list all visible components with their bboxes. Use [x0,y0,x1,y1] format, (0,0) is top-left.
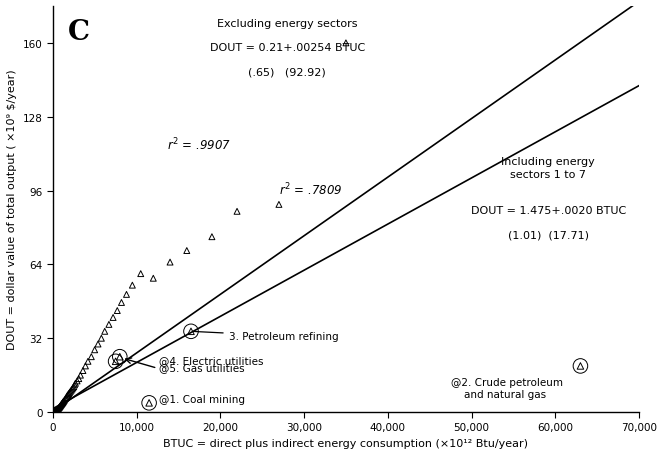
Text: $r^2$ = .9907: $r^2$ = .9907 [167,136,231,153]
Point [112,307,123,314]
Point [575,363,586,370]
Point [78,367,88,374]
Text: C: C [68,19,90,46]
Point [65,388,76,395]
Point [93,341,104,348]
Point [72,378,82,385]
Point [186,328,197,335]
Point [53,404,64,412]
Point [122,291,132,298]
Point [57,399,68,407]
Point [96,335,107,342]
Point [53,405,64,412]
Point [51,407,62,414]
Point [104,321,114,329]
Point [100,328,110,335]
Point [58,398,68,405]
Text: $r^2$ = .7809: $r^2$ = .7809 [278,181,342,198]
Point [68,384,78,392]
Point [181,248,192,255]
Point [82,358,93,365]
Point [144,399,155,407]
Point [86,353,97,360]
Point [54,404,65,411]
Text: @1. Coal mining: @1. Coal mining [159,394,245,404]
Point [80,363,91,370]
Point [207,233,217,241]
Point [69,381,80,389]
Point [61,394,72,401]
Point [575,363,586,370]
Text: DOUT = 1.475+.0020 BTUC: DOUT = 1.475+.0020 BTUC [471,206,625,216]
Point [110,358,121,365]
Point [62,392,72,399]
Point [56,401,66,409]
Point [274,201,284,208]
Text: @2. Crude petroleum
    and natural gas: @2. Crude petroleum and natural gas [451,377,562,399]
Point [59,397,70,404]
Text: DOUT = 0.21+.00254 BTUC: DOUT = 0.21+.00254 BTUC [210,43,365,53]
Point [74,375,84,383]
Text: (1.01)  (17.71): (1.01) (17.71) [508,230,589,240]
Point [66,387,76,394]
Point [55,402,66,409]
X-axis label: BTUC = direct plus indirect energy consumption (×10¹² Btu/year): BTUC = direct plus indirect energy consu… [163,438,529,448]
Point [56,400,67,407]
Point [186,328,197,335]
Text: Excluding energy sectors: Excluding energy sectors [217,19,357,29]
Point [60,395,70,403]
Point [52,406,62,414]
Text: @4. Electric utilities: @4. Electric utilities [159,355,264,365]
Point [110,358,121,365]
Point [50,407,60,415]
Point [64,389,75,396]
Point [232,208,242,216]
Point [144,399,155,407]
Point [54,404,64,411]
Point [54,403,65,410]
Point [68,383,79,390]
Point [62,391,73,399]
Text: Including energy
sectors 1 to 7: Including energy sectors 1 to 7 [501,157,595,180]
Point [49,408,60,415]
Point [75,372,86,379]
Point [148,275,159,282]
Point [58,399,68,406]
Text: 3. Petroleum refining: 3. Petroleum refining [194,331,338,341]
Point [56,400,67,408]
Point [127,282,137,289]
Point [108,314,118,321]
Point [63,390,74,397]
Point [58,398,69,405]
Point [67,385,78,393]
Y-axis label: DOUT = dollar value of total output ( ×10⁹ $/year): DOUT = dollar value of total output ( ×1… [7,70,17,349]
Text: @5. Gas utilities: @5. Gas utilities [159,362,245,372]
Point [114,353,125,360]
Point [52,405,63,413]
Point [135,270,146,278]
Point [90,346,100,354]
Point [116,299,127,307]
Point [165,259,175,266]
Point [114,353,125,360]
Text: (.65)   (92.92): (.65) (92.92) [248,68,326,78]
Point [70,380,81,387]
Point [341,40,351,47]
Point [55,402,66,410]
